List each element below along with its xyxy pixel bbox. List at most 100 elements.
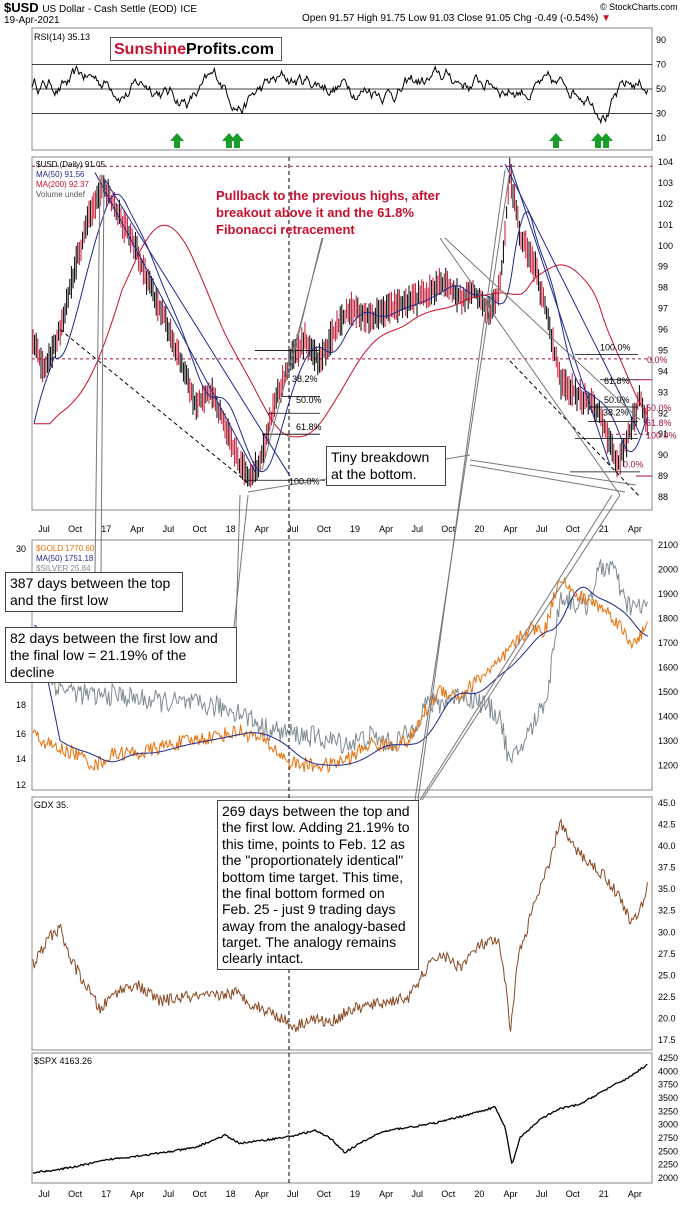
- annotation-pullback: Pullback to the previous highs, after br…: [216, 188, 440, 237]
- x-tick-mid: Apr: [503, 524, 517, 534]
- usd-tick: 89: [658, 471, 668, 481]
- annotation-tiny-breakdown: Tiny breakdown at the bottom.: [326, 446, 446, 486]
- x-tick-mid: 18: [226, 524, 236, 534]
- fib-label-right: 0.0%: [647, 355, 668, 365]
- x-tick-bottom: Apr: [503, 1189, 517, 1199]
- x-tick-mid: Oct: [192, 524, 207, 534]
- gdx-tick: 37.5: [658, 863, 676, 873]
- rsi-tick: 50: [656, 84, 666, 94]
- usd-tick: 93: [658, 387, 668, 397]
- x-tick-mid: Oct: [317, 524, 332, 534]
- x-tick-mid: 20: [474, 524, 484, 534]
- usd-tick: 97: [658, 304, 668, 314]
- gold-legend-item: $SILVER 25.84: [36, 564, 91, 573]
- x-tick-bottom: Oct: [68, 1189, 83, 1199]
- x-tick-bottom: 17: [101, 1189, 111, 1199]
- annotation-pointer-line: [421, 494, 621, 801]
- annotation-pointer-line: [419, 494, 613, 801]
- fib-label-right: 38.2%: [603, 407, 629, 417]
- fib-label-left: 50.0%: [296, 395, 322, 405]
- symbol: $USD: [4, 0, 39, 15]
- gold-legend-item: MA(50) 1751.18: [36, 554, 94, 563]
- x-tick-bottom: Apr: [379, 1189, 393, 1199]
- usd-tick: 88: [658, 492, 668, 502]
- x-tick-mid: Jul: [536, 524, 548, 534]
- spx-tick: 3750: [658, 1080, 678, 1090]
- x-tick-mid: Oct: [68, 524, 83, 534]
- gold-tick: 1900: [658, 589, 678, 599]
- gold-tick: 1400: [658, 711, 678, 721]
- x-tick-mid: 19: [350, 524, 360, 534]
- gdx-line: [32, 818, 648, 1033]
- gdx-tick: 22.5: [658, 992, 676, 1002]
- gold-tick: 1300: [658, 736, 678, 746]
- x-tick-mid: Jul: [411, 524, 423, 534]
- x-tick-bottom: Jul: [38, 1189, 50, 1199]
- x-tick-mid: Oct: [441, 524, 456, 534]
- spx-tick: 2000: [658, 1173, 678, 1183]
- annotation-pointer-line: [235, 494, 241, 628]
- trend-line: [509, 360, 641, 498]
- usd-tick: 91: [658, 429, 668, 439]
- annotation-pointer-line: [444, 237, 641, 421]
- gdx-tick: 45.0: [658, 798, 676, 808]
- usd-price-bars: [32, 157, 648, 488]
- chart-date: 19-Apr-2021: [4, 15, 60, 26]
- usd-tick: 96: [658, 325, 668, 335]
- fib-label-left: 38.2%: [292, 374, 318, 384]
- fib-label-right: 61.8%: [646, 418, 672, 428]
- sunshine-profits-logo: SunshineProfits.com: [110, 37, 282, 61]
- spx-tick: 2250: [658, 1160, 678, 1170]
- usd-tick: 94: [658, 366, 668, 376]
- usd-tick: 92: [658, 408, 668, 418]
- green-up-arrow-icon: [230, 133, 244, 148]
- gdx-tick: 17.5: [658, 1035, 676, 1045]
- silver-tick: 12: [16, 780, 26, 790]
- gdx-tick: 40.0: [658, 841, 676, 851]
- x-tick-mid: Jul: [163, 524, 175, 534]
- x-tick-bottom: 18: [226, 1189, 236, 1199]
- gold-line: [32, 577, 648, 774]
- fib-label-right: 100.0%: [646, 430, 677, 440]
- gold-tick: 1500: [658, 687, 678, 697]
- gdx-tick: 27.5: [658, 949, 676, 959]
- x-tick-bottom: 20: [474, 1189, 484, 1199]
- gold-tick: 2000: [658, 564, 678, 574]
- x-tick-bottom: 19: [350, 1189, 360, 1199]
- gold-tick: 1200: [658, 760, 678, 770]
- gold-tick: 1700: [658, 638, 678, 648]
- fib-label-right: 50.0%: [646, 403, 672, 413]
- usd-legend-item: MA(200) 92.37: [36, 180, 89, 189]
- gold-legend-item: $GOLD 1770.60: [36, 544, 95, 553]
- green-up-arrow-icon: [549, 133, 563, 148]
- annotation-pointer-line: [469, 464, 626, 493]
- ohlc-readout: Open 91.57 High 91.75 Low 91.03 Close 91…: [302, 13, 611, 24]
- spx-tick: 3000: [658, 1120, 678, 1130]
- logo-part2: Profits.com: [186, 41, 275, 58]
- spx-tick: 3250: [658, 1106, 678, 1116]
- chart-title: $USD US Dollar - Cash Settle (EOD) ICE: [4, 0, 197, 15]
- ohlc-values: Open 91.57 High 91.75 Low 91.03 Close 91…: [302, 13, 599, 24]
- trend-line: [509, 163, 611, 466]
- exchange: ICE: [180, 4, 198, 15]
- usd-tick: 102: [658, 199, 673, 209]
- x-tick-bottom: Apr: [628, 1189, 642, 1199]
- usd-tick: 100: [658, 241, 673, 251]
- x-tick-bottom: Jul: [536, 1189, 548, 1199]
- trend-line: [102, 176, 291, 477]
- silver-tick: 16: [16, 729, 26, 739]
- spx-tick: 4250: [658, 1053, 678, 1063]
- logo-part1: Sunshine: [114, 41, 187, 58]
- annotation-pointer-line: [414, 169, 511, 801]
- gold-tick: 1600: [658, 662, 678, 672]
- silver-tick: 14: [16, 754, 26, 764]
- green-up-arrow-icon: [591, 133, 605, 148]
- usd-ma50-line: [33, 193, 649, 473]
- gdx-tick: 42.5: [658, 820, 676, 830]
- panel-spx: [31, 1052, 653, 1184]
- x-tick-bottom: Jul: [287, 1189, 299, 1199]
- gdx-tick: 30.0: [658, 927, 676, 937]
- x-tick-mid: Jul: [287, 524, 299, 534]
- x-tick-mid: 17: [101, 524, 111, 534]
